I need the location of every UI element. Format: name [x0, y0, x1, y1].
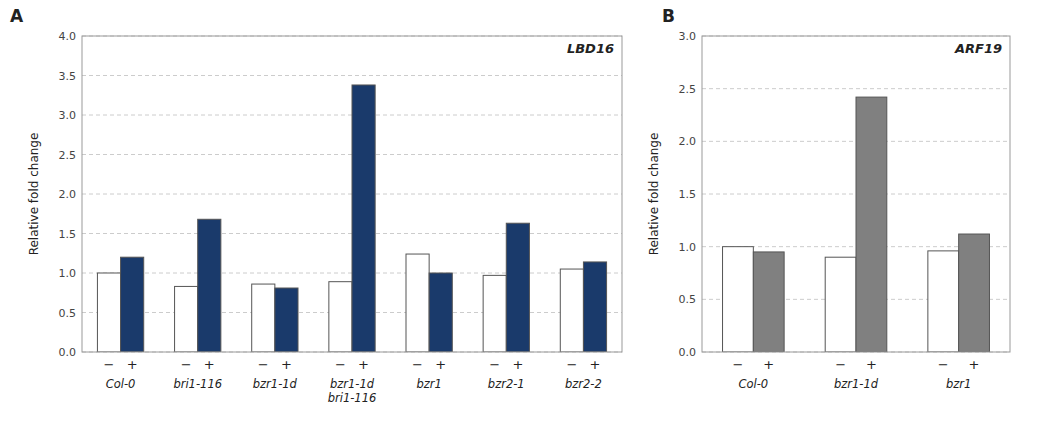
- category-label-line: bzr1: [416, 377, 441, 391]
- tick-label: 2.5: [679, 83, 697, 96]
- series-label: −: [181, 357, 192, 372]
- category-label-line: Col-0: [738, 377, 768, 391]
- bar: [825, 257, 856, 352]
- series-label: −: [732, 357, 743, 372]
- tick-label: 0.0: [679, 346, 697, 359]
- bar: [429, 273, 452, 352]
- bar: [723, 247, 754, 352]
- category-label: bzr1: [416, 377, 441, 391]
- bar: [856, 97, 887, 352]
- tick-label: 1.5: [679, 188, 697, 201]
- category-label: bzr1: [946, 377, 971, 391]
- plot-background: [702, 36, 1010, 352]
- category-label-line: bzr1-1d: [834, 377, 879, 391]
- category-label-line: bri1-116: [328, 391, 377, 405]
- page: {"chart_data": [ {"type": "bar", "title"…: [0, 0, 1037, 438]
- plot-frame: [82, 36, 622, 352]
- category-label: bzr1-1dbri1-116: [328, 377, 377, 405]
- category-label-line: bzr1-1d: [253, 377, 298, 391]
- figure: A0.00.51.01.52.02.53.03.54.0−−−−−−−+++++…: [0, 0, 1037, 438]
- category-label-line: Col-0: [106, 377, 136, 391]
- grid-line: [702, 88, 1010, 89]
- tick-label: 1.5: [59, 228, 77, 241]
- tick-label: 1.0: [59, 267, 77, 280]
- category-label-line: bzr2-1: [488, 377, 525, 391]
- tick-label: 4.0: [59, 30, 77, 43]
- series-label: +: [204, 357, 215, 372]
- bar: [406, 254, 429, 352]
- chart-title: LBD16: [567, 41, 614, 56]
- bar: [175, 286, 198, 352]
- series-label: +: [512, 357, 523, 372]
- bar: [753, 252, 784, 352]
- tick-label: 3.0: [679, 30, 697, 43]
- bar: [506, 223, 529, 352]
- series-label: −: [835, 357, 846, 372]
- series-label: +: [127, 357, 138, 372]
- tick-label: 2.5: [59, 149, 77, 162]
- category-label: bzr2-2: [565, 377, 602, 391]
- plot-frame: [702, 36, 1010, 352]
- panel-label: A: [10, 6, 24, 26]
- series-label: +: [590, 357, 601, 372]
- category-label: Col-0: [106, 377, 136, 391]
- series-label: −: [938, 357, 949, 372]
- bar: [352, 85, 375, 352]
- tick-label: 2.0: [679, 135, 697, 148]
- bar: [275, 288, 298, 352]
- panel-label: B: [662, 6, 675, 26]
- bar: [97, 273, 120, 352]
- axis-label: Relative fold change: [647, 133, 661, 256]
- grid-line: [82, 75, 622, 76]
- tick-label: 0.5: [679, 293, 697, 306]
- tick-label: 3.0: [59, 109, 77, 122]
- plot-background: [82, 36, 622, 352]
- bar: [560, 269, 583, 352]
- series-label: −: [412, 357, 423, 372]
- bar: [583, 262, 606, 352]
- chart-title: ARF19: [954, 41, 1002, 56]
- category-label: bzr1-1d: [253, 377, 298, 391]
- series-label: +: [763, 357, 774, 372]
- panel: A0.00.51.01.52.02.53.03.54.0−−−−−−−+++++…: [10, 6, 622, 405]
- category-label: bzr1-1d: [834, 377, 879, 391]
- series-label: +: [358, 357, 369, 372]
- series-label: −: [489, 357, 500, 372]
- series-label: −: [566, 357, 577, 372]
- bar: [198, 219, 221, 352]
- series-label: +: [435, 357, 446, 372]
- axis-label: Relative fold change: [27, 133, 41, 256]
- bar: [121, 257, 144, 352]
- bar: [329, 282, 352, 352]
- bars: [97, 85, 606, 352]
- category-label: Col-0: [738, 377, 768, 391]
- category-label-line: bri1-116: [173, 377, 222, 391]
- tick-label: 0.5: [59, 307, 77, 320]
- bar: [928, 251, 959, 352]
- category-label-line: bzr1: [946, 377, 971, 391]
- category-label: bri1-116: [173, 377, 222, 391]
- bars: [723, 97, 990, 352]
- tick-label: 3.5: [59, 70, 77, 83]
- series-label: +: [969, 357, 980, 372]
- series-label: −: [335, 357, 346, 372]
- panel: B 0.0 0.5 1.0 1.5 2.0 2.5 3.0 − − − + + + Col-0 bzr1-1d…: [647, 6, 1010, 391]
- category-label: bzr2-1: [488, 377, 525, 391]
- bar: [252, 284, 275, 352]
- tick-label: 1.0: [679, 241, 697, 254]
- bar: [959, 234, 990, 352]
- series-label: +: [866, 357, 877, 372]
- bar: [483, 275, 506, 352]
- category-label-line: bzr1-1d: [330, 377, 375, 391]
- series-label: +: [281, 357, 292, 372]
- series-label: −: [104, 357, 115, 372]
- series-label: −: [258, 357, 269, 372]
- tick-label: 0.0: [59, 346, 77, 359]
- tick-label: 2.0: [59, 188, 77, 201]
- category-label-line: bzr2-2: [565, 377, 602, 391]
